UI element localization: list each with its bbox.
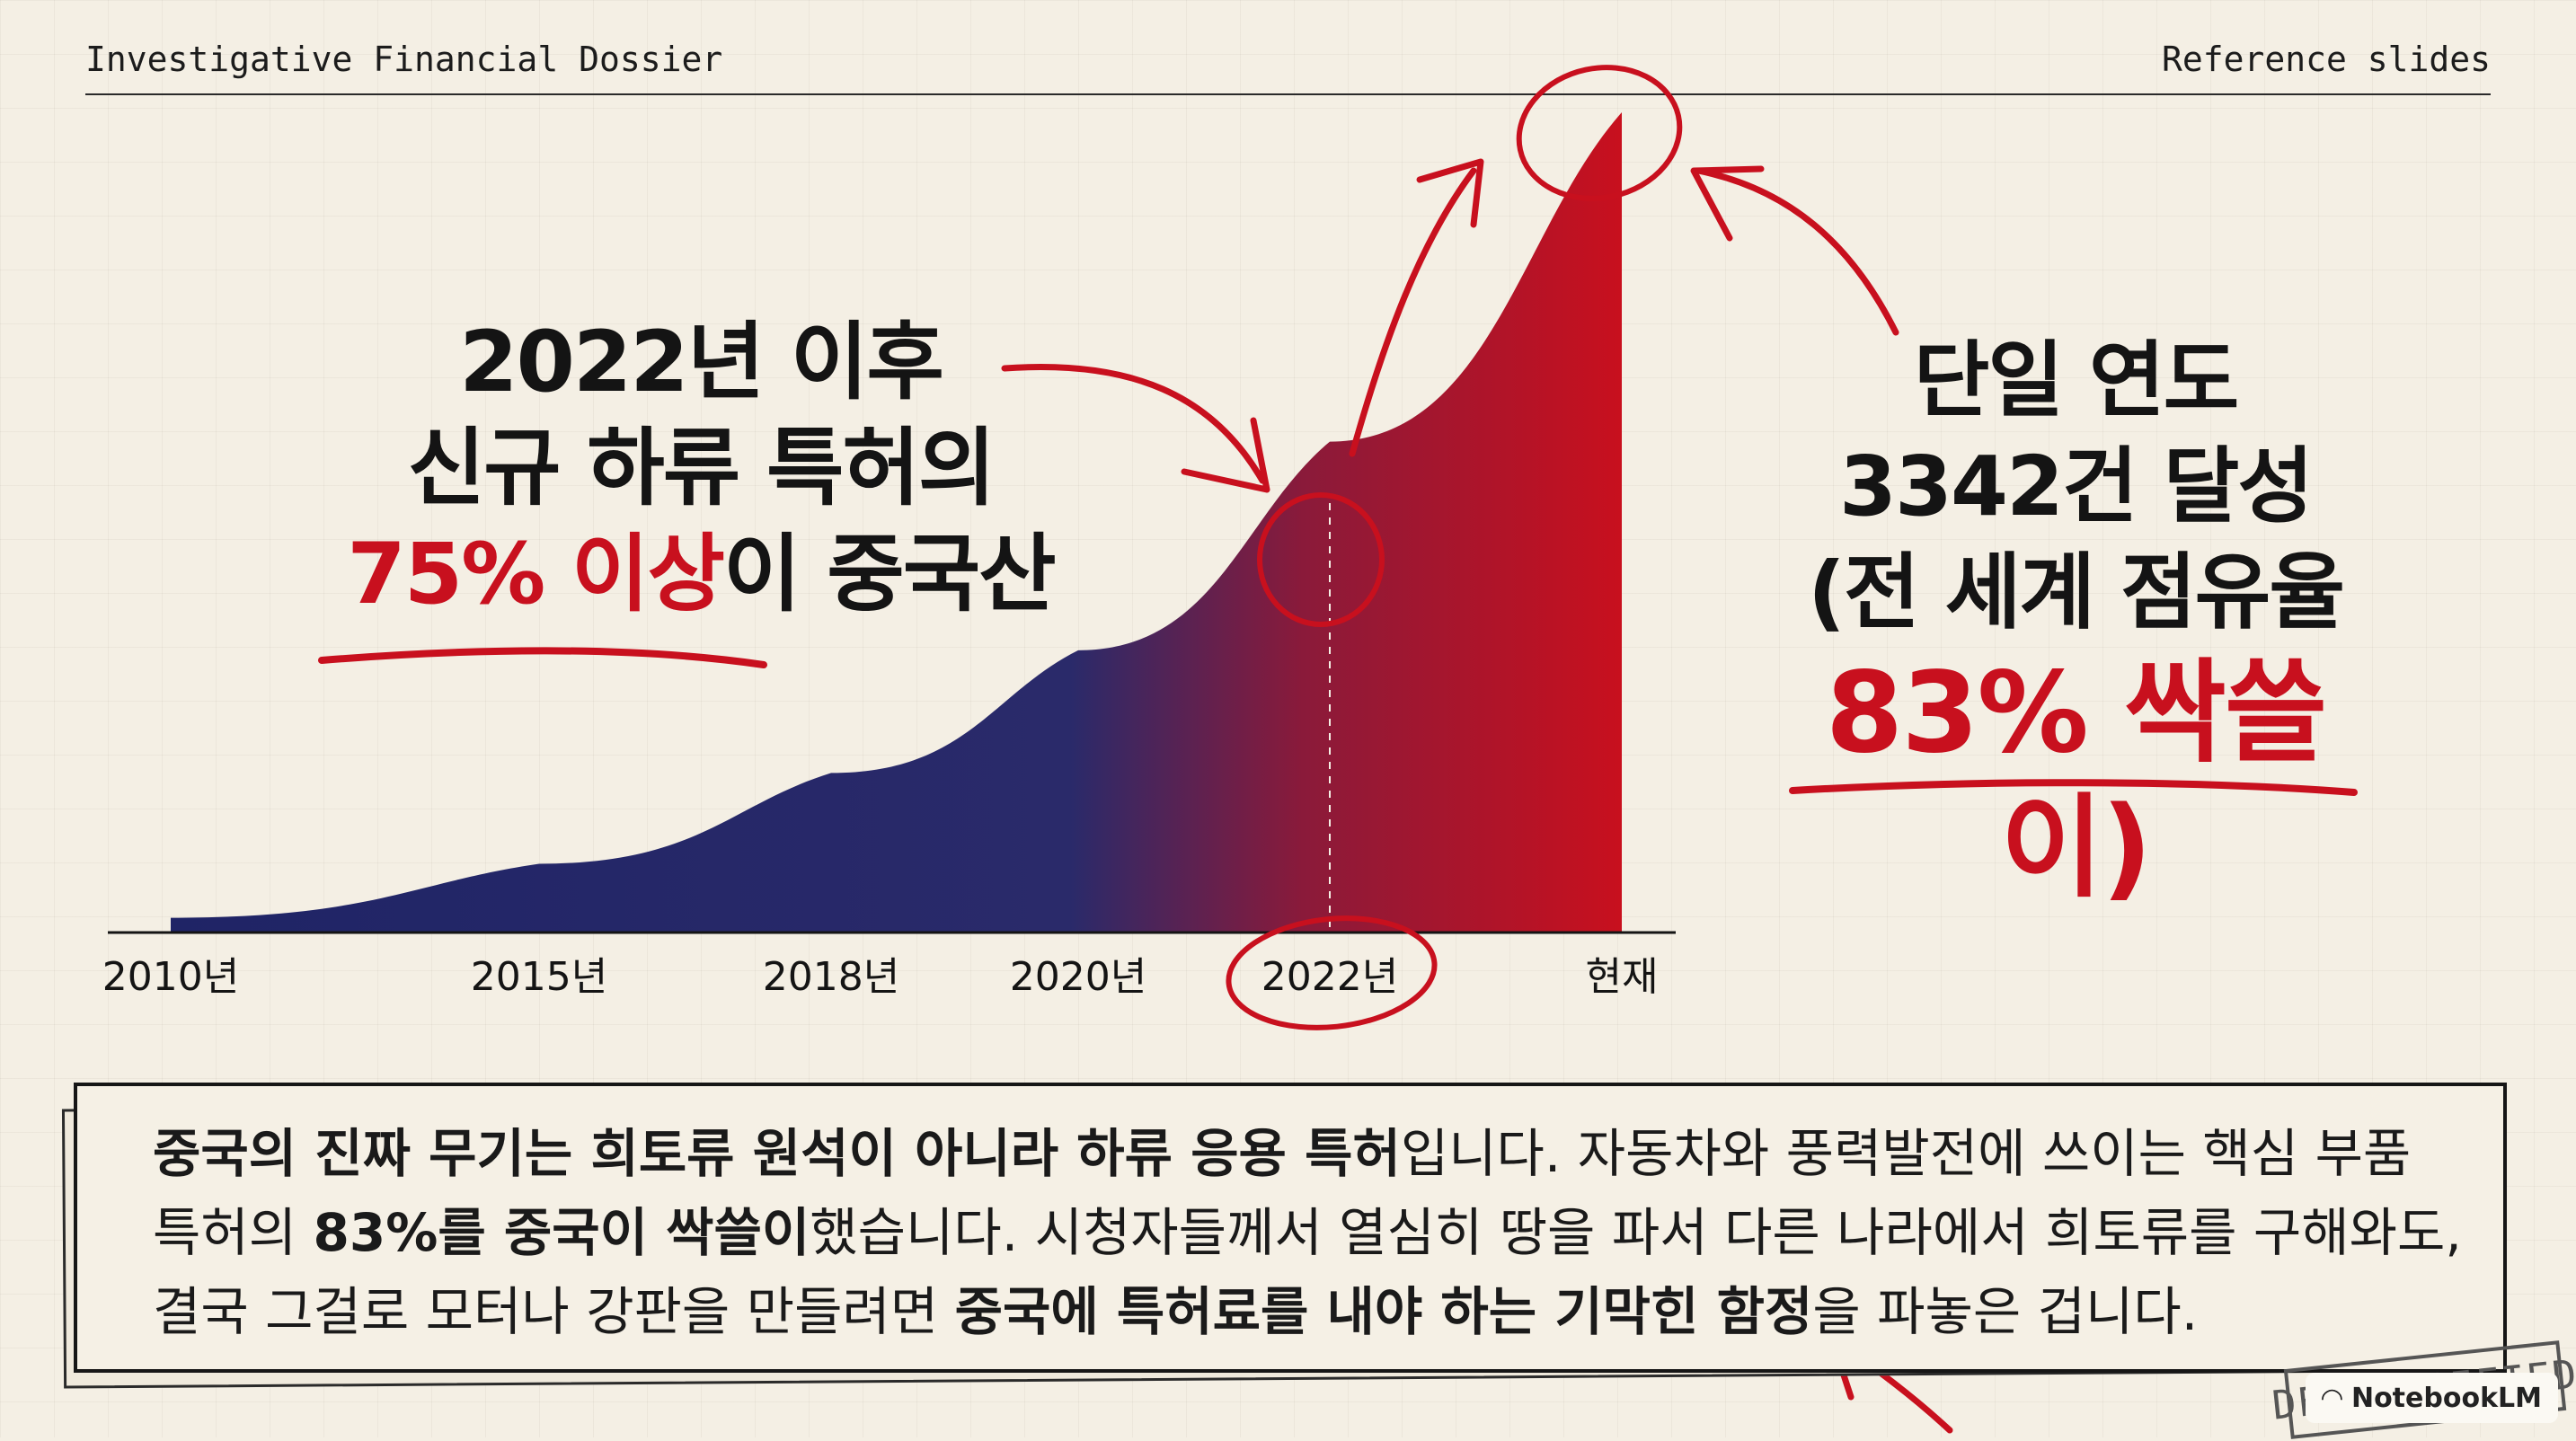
- arrow-up-to-peak: [1349, 167, 1477, 457]
- summary-seg1: 중국의 진짜 무기는 희토류 원석이 아니라: [153, 1123, 1077, 1184]
- summary-seg9: 중국에 특허료를 내야 하는 기막힌 함정: [954, 1281, 1813, 1342]
- callout-left-line2: 신규 하류 특허의: [407, 420, 996, 517]
- summary-seg2: 하류 응용 특허: [1076, 1123, 1401, 1184]
- arrow-left-to-inflection-head: [1181, 417, 1270, 493]
- brand-badge[interactable]: ◠ NotebookLM: [2305, 1373, 2558, 1423]
- callout-left-line3-rest: 이 중국산: [723, 526, 1057, 623]
- callout-left-line1: 2022년 이후: [459, 314, 944, 411]
- summary-box: [74, 1083, 2507, 1373]
- year-2022-circle: [1226, 915, 1438, 1030]
- callout-left: 2022년 이후 신규 하류 특허의 75% 이상이 중국산: [270, 310, 1132, 628]
- callout-right-line2: 3342건 달성: [1838, 438, 2314, 535]
- header-reference: Reference slides: [2161, 40, 2491, 79]
- summary-text: 중국의 진짜 무기는 희토류 원석이 아니라 하류 응용 특허입니다. 자동차와…: [153, 1114, 2489, 1351]
- arrow-left-to-inflection: [1001, 364, 1266, 484]
- x-tick-label: 현재: [1586, 954, 1659, 1000]
- callout-right-line4: 83% 싹쓸이): [1825, 649, 2327, 913]
- summary-line2: 특허의 83%를 중국이 싹쓸이했습니다. 시청자들께서 열심히 땅을 파서 다…: [153, 1193, 2489, 1272]
- header-title: Investigative Financial Dossier: [85, 40, 723, 79]
- x-tick-labels: 2010년 2015년 2018년 2020년 2022년 현재: [102, 954, 1659, 1000]
- peak-circle: [1516, 65, 1683, 201]
- callout-right-line3: (전 세계 점유율: [1808, 544, 2345, 641]
- summary-seg5: 83%: [313, 1202, 438, 1263]
- notebooklm-icon: ◠: [2321, 1382, 2342, 1414]
- x-tick-label: 2015년: [471, 954, 607, 1000]
- underline-83: [1789, 779, 2358, 796]
- callout-left-line3: 75% 이상이 중국산: [270, 522, 1132, 628]
- x-tick-label: 2018년: [763, 954, 899, 1000]
- arrow-up-to-peak-head: [1416, 158, 1484, 228]
- arrow-right-to-peak: [1695, 167, 1899, 336]
- x-tick-label: 2022년: [1261, 954, 1398, 1000]
- underline-75: [318, 647, 767, 668]
- summary-seg4: 특허의: [153, 1202, 314, 1263]
- arrow-right-to-peak-head: [1690, 165, 1765, 242]
- inflection-circle: [1257, 492, 1385, 627]
- summary-seg3: 입니다. 자동차와 풍력발전에 쓰이는 핵심 부품: [1400, 1123, 2412, 1184]
- x-tick-label: 2020년: [1010, 954, 1146, 1000]
- callout-left-highlight: 75% 이상: [347, 526, 725, 623]
- summary-seg10: 을 파놓은 겁니다.: [1812, 1281, 2199, 1342]
- brand-label: NotebookLM: [2350, 1382, 2542, 1414]
- summary-seg8: 결국 그걸로 모터나 강판을 만들려면: [153, 1281, 955, 1342]
- callout-right: 단일 연도 3342건 달성 (전 세계 점유율 83% 싹쓸이): [1761, 328, 2390, 915]
- summary-line1: 중국의 진짜 무기는 희토류 원석이 아니라 하류 응용 특허입니다. 자동차와…: [153, 1114, 2489, 1193]
- header-divider: [85, 93, 2491, 95]
- area-series: [171, 112, 1622, 933]
- x-tick-label: 2010년: [102, 954, 239, 1000]
- callout-right-line1: 단일 연도: [1913, 332, 2240, 429]
- summary-seg7: 했습니다. 시청자들께서 열심히 땅을 파서 다른 나라에서 희토류를 구해와도…: [810, 1202, 2462, 1263]
- summary-line3: 결국 그걸로 모터나 강판을 만들려면 중국에 특허료를 내야 하는 기막힌 함…: [153, 1272, 2489, 1351]
- summary-seg6: 를 중국이 싹쓸이: [438, 1202, 810, 1263]
